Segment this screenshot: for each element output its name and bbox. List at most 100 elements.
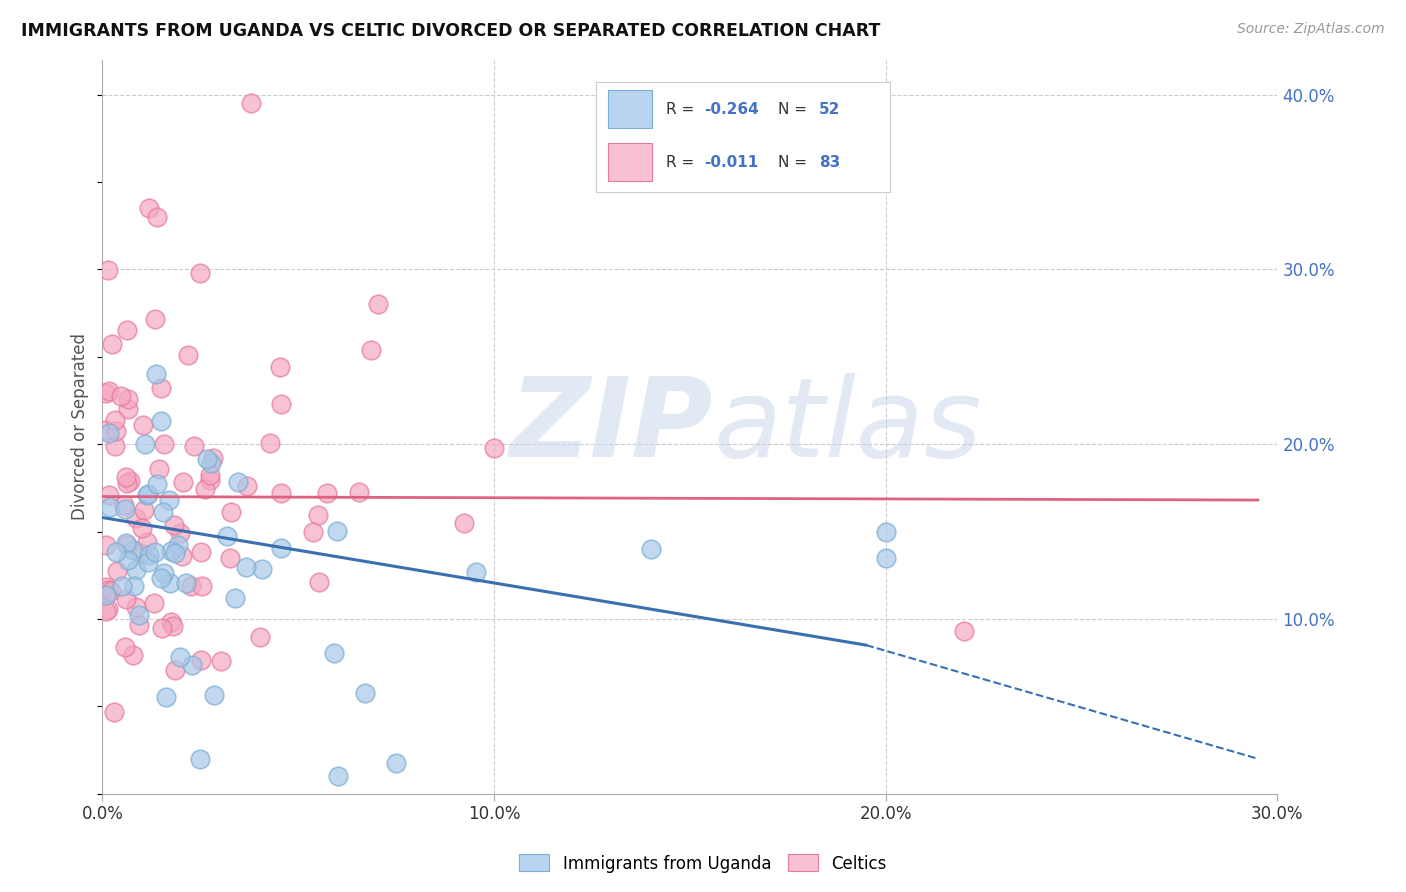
Point: [183, 439, 205, 453]
Point: [122, 648, 145, 662]
Point: [172, 549, 194, 563]
Point: [110, 389, 132, 403]
Point: [240, 96, 263, 111]
Point: [875, 550, 897, 565]
Point: [195, 451, 218, 466]
Point: [180, 580, 202, 594]
Point: [169, 525, 191, 540]
Point: [360, 343, 382, 357]
Point: [128, 617, 150, 632]
Point: [640, 541, 662, 556]
Point: [114, 592, 136, 607]
Point: [111, 579, 134, 593]
Point: [236, 479, 259, 493]
Point: [136, 487, 159, 501]
Point: [155, 690, 177, 704]
Point: [97, 602, 120, 616]
Point: [215, 529, 238, 543]
Point: [134, 436, 156, 450]
Point: [145, 367, 167, 381]
Point: [143, 596, 166, 610]
Point: [188, 266, 211, 280]
Point: [270, 541, 292, 555]
Point: [114, 640, 136, 654]
Point: [120, 474, 142, 488]
Point: [101, 337, 124, 351]
Point: [125, 563, 148, 577]
Point: [150, 621, 173, 635]
Point: [269, 359, 291, 374]
Point: [136, 555, 159, 569]
Point: [250, 562, 273, 576]
Point: [115, 323, 138, 337]
Point: [112, 498, 135, 512]
Point: [97, 582, 120, 597]
Point: [326, 769, 349, 783]
Text: ZIP: ZIP: [510, 373, 713, 480]
Point: [188, 752, 211, 766]
Point: [875, 524, 897, 539]
Point: [96, 605, 118, 619]
Point: [148, 461, 170, 475]
Point: [104, 424, 127, 438]
Point: [157, 493, 180, 508]
Point: [169, 650, 191, 665]
Point: [114, 501, 136, 516]
Point: [146, 476, 169, 491]
Text: IMMIGRANTS FROM UGANDA VS CELTIC DIVORCED OR SEPARATED CORRELATION CHART: IMMIGRANTS FROM UGANDA VS CELTIC DIVORCE…: [21, 22, 880, 40]
Point: [115, 536, 138, 550]
Point: [98, 500, 121, 514]
Point: [191, 579, 214, 593]
Point: [115, 475, 138, 490]
Point: [315, 486, 337, 500]
Text: Source: ZipAtlas.com: Source: ZipAtlas.com: [1237, 22, 1385, 37]
Point: [453, 516, 475, 530]
Point: [194, 482, 217, 496]
Point: [160, 615, 183, 629]
Point: [105, 545, 128, 559]
Point: [149, 381, 172, 395]
Point: [162, 619, 184, 633]
Point: [259, 435, 281, 450]
Point: [97, 263, 120, 277]
Point: [953, 624, 976, 639]
Point: [131, 418, 153, 433]
Point: [132, 503, 155, 517]
Point: [96, 386, 118, 401]
Point: [202, 688, 225, 702]
Point: [100, 584, 122, 599]
Point: [302, 525, 325, 540]
Point: [159, 576, 181, 591]
Point: [228, 475, 250, 490]
Point: [124, 511, 146, 525]
Point: [201, 450, 224, 465]
Point: [122, 542, 145, 557]
Point: [181, 657, 204, 672]
Point: [347, 484, 370, 499]
Point: [115, 538, 138, 552]
Point: [104, 439, 127, 453]
Point: [129, 546, 152, 560]
Text: atlas: atlas: [713, 373, 981, 480]
Point: [307, 508, 329, 522]
Point: [117, 392, 139, 406]
Point: [385, 756, 408, 770]
Point: [136, 488, 159, 502]
Point: [367, 297, 389, 311]
Point: [96, 538, 118, 552]
Point: [138, 549, 160, 563]
Point: [152, 436, 174, 450]
Point: [103, 705, 125, 719]
Point: [131, 521, 153, 535]
Point: [117, 401, 139, 416]
Point: [98, 384, 121, 398]
Point: [125, 599, 148, 614]
Point: [177, 348, 200, 362]
Point: [153, 566, 176, 580]
Point: [219, 551, 242, 566]
Y-axis label: Divorced or Separated: Divorced or Separated: [72, 333, 89, 520]
Point: [163, 517, 186, 532]
Point: [105, 564, 128, 578]
Point: [174, 575, 197, 590]
Point: [122, 579, 145, 593]
